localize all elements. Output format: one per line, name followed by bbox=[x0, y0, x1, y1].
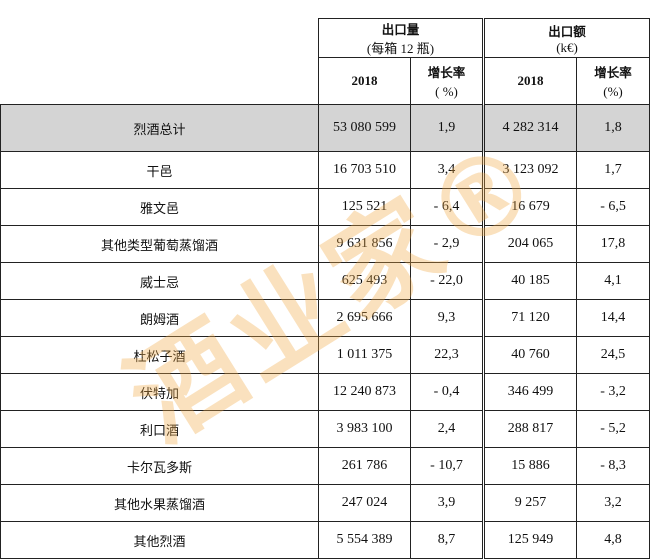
table-row: 利口酒 3 983 100 2,4 288 817- 5,2 bbox=[0, 410, 650, 448]
export-value: 16 679 bbox=[482, 188, 578, 226]
total-row: 烈酒总计 53 080 599 1,9 4 282 314 1,8 bbox=[0, 104, 650, 152]
volume-value: 5 554 389 bbox=[318, 521, 411, 559]
category-name: 伏特加 bbox=[0, 373, 319, 411]
volume-value: 9 631 856 bbox=[318, 225, 411, 263]
export-value: 125 949 bbox=[482, 521, 578, 559]
value-growth: 14,4 bbox=[576, 299, 650, 337]
value-growth: 4,1 bbox=[576, 262, 650, 300]
value-growth: 3,2 bbox=[576, 484, 650, 522]
volume-value: 125 521 bbox=[318, 188, 411, 226]
corner-blank bbox=[1, 19, 319, 105]
export-value: 15 886 bbox=[482, 447, 578, 485]
volume-growth: 8,7 bbox=[409, 521, 485, 559]
growth-unit: (%) bbox=[603, 84, 623, 99]
value-growth: - 6,5 bbox=[576, 188, 650, 226]
export-value: 9 257 bbox=[482, 484, 578, 522]
category-name: 杜松子酒 bbox=[0, 336, 319, 374]
volume-growth: - 2,9 bbox=[409, 225, 485, 263]
volume-growth-header: 增长率 ( %) bbox=[409, 57, 485, 105]
volume-header: 出口量 (每箱 12 瓶) bbox=[317, 18, 485, 58]
volume-title: 出口量 bbox=[381, 22, 420, 37]
volume-growth: 2,4 bbox=[409, 410, 485, 448]
value-growth-header: 增长率 (%) bbox=[576, 57, 650, 105]
volume-growth: - 10,7 bbox=[409, 447, 485, 485]
category-name: 其他类型葡萄蒸馏酒 bbox=[0, 225, 319, 263]
category-name: 朗姆酒 bbox=[0, 299, 319, 337]
table-row: 伏特加 12 240 873- 0,4 346 499- 3,2 bbox=[0, 373, 650, 411]
category-name: 干邑 bbox=[0, 151, 319, 189]
table-row: 朗姆酒 2 695 666 9,3 71 120 14,4 bbox=[0, 299, 650, 337]
export-value: 40 760 bbox=[482, 336, 578, 374]
export-value: 4 282 314 bbox=[482, 104, 578, 152]
value-growth: 4,8 bbox=[576, 521, 650, 559]
value-header: 出口额 (k€) bbox=[482, 18, 650, 58]
table-row: 杜松子酒 1 011 375 22,3 40 760 24,5 bbox=[0, 336, 650, 374]
category-name: 雅文邑 bbox=[0, 188, 319, 226]
volume-value: 1 011 375 bbox=[318, 336, 411, 374]
volume-growth: 1,9 bbox=[409, 104, 485, 152]
export-value: 346 499 bbox=[482, 373, 578, 411]
value-growth: - 3,2 bbox=[576, 373, 650, 411]
value-unit: (k€) bbox=[556, 39, 578, 55]
table-row: 其他水果蒸馏酒 247 024 3,9 9 257 3,2 bbox=[0, 484, 650, 522]
value-growth: 24,5 bbox=[576, 336, 650, 374]
growth-label: 增长率 bbox=[427, 65, 466, 80]
export-value: 3 123 092 bbox=[482, 151, 578, 189]
table-row: 其他类型葡萄蒸馏酒 9 631 856- 2,9 204 065 17,8 bbox=[0, 225, 650, 263]
growth-unit: ( %) bbox=[435, 84, 458, 99]
value-growth: 1,7 bbox=[576, 151, 650, 189]
category-name: 其他水果蒸馏酒 bbox=[0, 484, 319, 522]
table-row: 卡尔瓦多斯 261 786- 10,7 15 886- 8,3 bbox=[0, 447, 650, 485]
category-name: 利口酒 bbox=[0, 410, 319, 448]
value-growth: 17,8 bbox=[576, 225, 650, 263]
value-growth: - 8,3 bbox=[576, 447, 650, 485]
volume-growth: 3,9 bbox=[409, 484, 485, 522]
volume-value: 12 240 873 bbox=[318, 373, 411, 411]
volume-value: 625 493 bbox=[318, 262, 411, 300]
volume-growth: - 22,0 bbox=[409, 262, 485, 300]
spirits-export-table: 出口量 (每箱 12 瓶) 出口额 (k€) 2018 增长率 ( %) 2018 增… bbox=[0, 18, 650, 559]
table-row: 雅文邑 125 521- 6,4 16 679- 6,5 bbox=[0, 188, 650, 226]
category-name: 其他烈酒 bbox=[0, 521, 319, 559]
value-title: 出口额 bbox=[548, 23, 586, 39]
category-name: 威士忌 bbox=[0, 262, 319, 300]
volume-value: 53 080 599 bbox=[318, 104, 411, 152]
value-growth: - 5,2 bbox=[576, 410, 650, 448]
volume-unit: (每箱 12 瓶) bbox=[366, 41, 435, 56]
table-row: 干邑 16 703 510 3,4 3 123 092 1,7 bbox=[0, 151, 650, 189]
volume-year-header: 2018 bbox=[318, 57, 411, 105]
export-value: 71 120 bbox=[482, 299, 578, 337]
value-year-header: 2018 bbox=[482, 57, 578, 105]
table-row: 其他烈酒 5 554 389 8,7 125 949 4,8 bbox=[0, 521, 650, 559]
volume-growth: 3,4 bbox=[409, 151, 485, 189]
volume-value: 261 786 bbox=[318, 447, 411, 485]
volume-value: 3 983 100 bbox=[318, 410, 411, 448]
export-value: 204 065 bbox=[482, 225, 578, 263]
category-name: 烈酒总计 bbox=[0, 104, 319, 152]
export-value: 288 817 bbox=[482, 410, 578, 448]
category-name: 卡尔瓦多斯 bbox=[0, 447, 319, 485]
table-row: 威士忌 625 493- 22,0 40 185 4,1 bbox=[0, 262, 650, 300]
volume-growth: - 0,4 bbox=[409, 373, 485, 411]
volume-value: 247 024 bbox=[318, 484, 411, 522]
value-growth: 1,8 bbox=[576, 104, 650, 152]
volume-value: 16 703 510 bbox=[318, 151, 411, 189]
growth-label: 增长率 bbox=[594, 65, 632, 80]
volume-growth: - 6,4 bbox=[409, 188, 485, 226]
export-value: 40 185 bbox=[482, 262, 578, 300]
volume-growth: 9,3 bbox=[409, 299, 485, 337]
volume-growth: 22,3 bbox=[409, 336, 485, 374]
volume-value: 2 695 666 bbox=[318, 299, 411, 337]
